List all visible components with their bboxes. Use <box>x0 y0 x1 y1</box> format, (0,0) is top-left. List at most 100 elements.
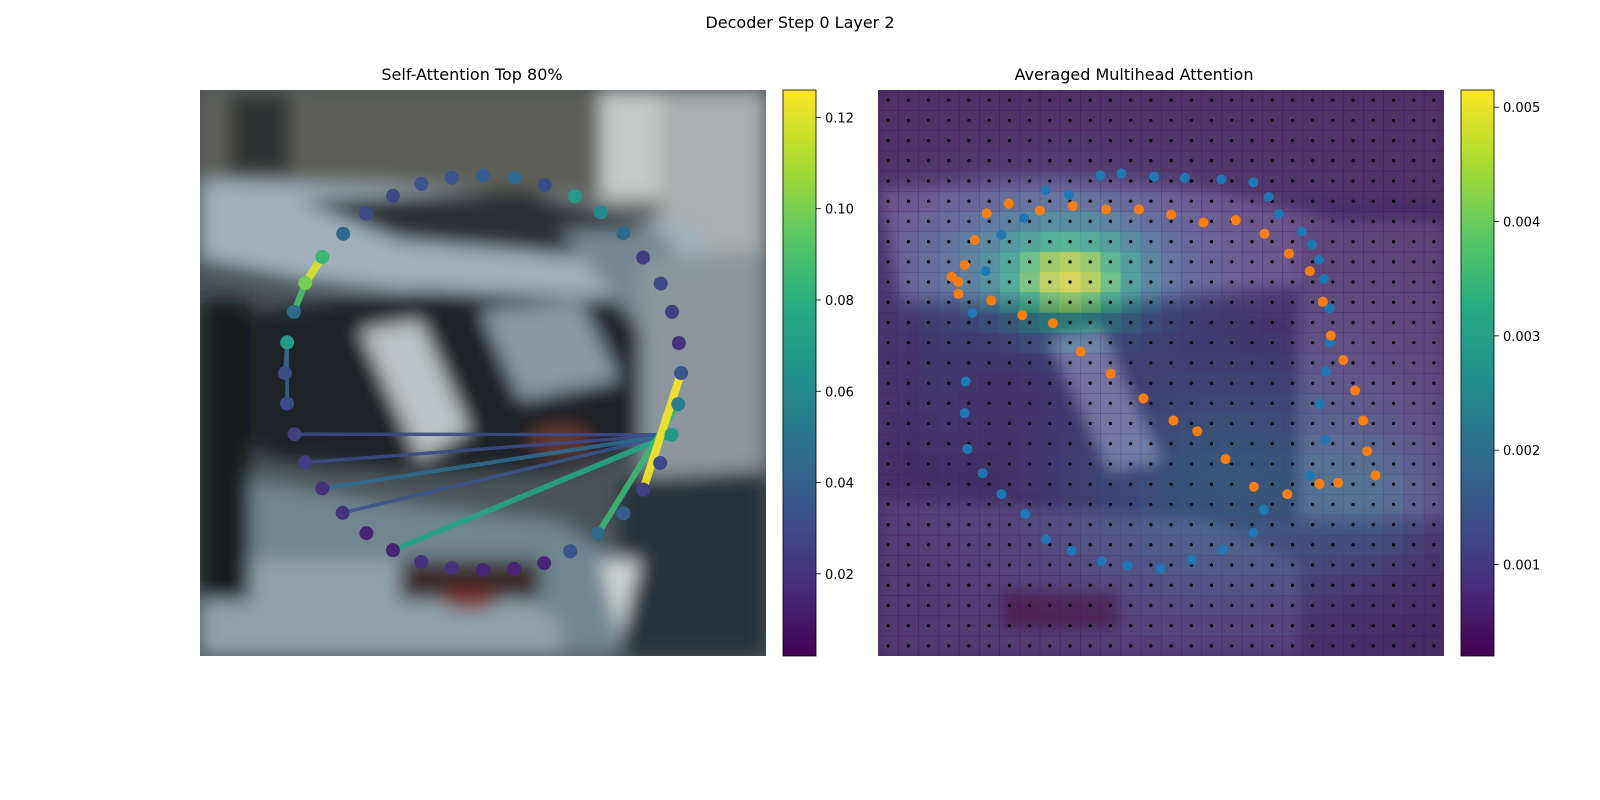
grid-dot <box>1250 138 1254 143</box>
grid-dot <box>926 280 931 284</box>
grid-dot <box>1290 482 1294 486</box>
grid-dot <box>1351 179 1355 183</box>
query-point-10 <box>674 366 689 380</box>
series-1-point-32 <box>1017 310 1028 321</box>
grid-dot <box>926 543 931 547</box>
grid-dot <box>926 260 931 264</box>
grid-dot <box>1270 320 1274 325</box>
grid-dot <box>1108 138 1113 143</box>
grid-dot <box>947 603 951 608</box>
grid-dot <box>1129 421 1133 426</box>
grid-dot <box>1412 138 1416 143</box>
grid-dot <box>1391 280 1396 284</box>
grid-dot <box>886 421 890 426</box>
grid-dot <box>1209 401 1214 405</box>
grid-dot <box>1331 401 1335 405</box>
grid-dot <box>947 361 951 365</box>
grid-dot <box>947 523 951 527</box>
grid-dot <box>1331 179 1335 183</box>
grid-dot <box>1432 523 1436 527</box>
grid-dot <box>1250 502 1254 506</box>
grid-dot <box>1048 624 1052 628</box>
grid-dot <box>1391 523 1396 527</box>
grid-dot <box>1209 644 1214 648</box>
grid-dot <box>1028 138 1032 143</box>
grid-dot <box>1230 523 1234 527</box>
grid-dot <box>1108 543 1113 547</box>
grid-dot <box>1391 138 1396 143</box>
grid-dot <box>1209 624 1214 628</box>
grid-dot <box>947 482 951 486</box>
grid-dot <box>1311 543 1315 547</box>
grid-dot <box>1290 361 1294 365</box>
grid-dot <box>926 199 931 203</box>
grid-dot <box>1432 502 1436 506</box>
grid-dot <box>1230 583 1234 587</box>
self-attention-points <box>277 168 689 577</box>
grid-dot <box>987 401 991 405</box>
grid-dot <box>1270 482 1274 486</box>
query-point-31 <box>280 335 295 350</box>
grid-dot <box>1412 644 1416 648</box>
panel-1-background-photo <box>200 90 766 656</box>
grid-dot <box>1331 260 1335 264</box>
series-1-point-26 <box>1192 426 1203 437</box>
grid-dot <box>886 442 890 446</box>
grid-dot <box>1048 583 1052 587</box>
grid-dot <box>1108 98 1113 102</box>
grid-dot <box>1412 199 1416 203</box>
grid-dot <box>1270 644 1274 648</box>
grid-dot <box>926 563 931 567</box>
figure-title: Decoder Step 0 Layer 2 <box>705 13 895 32</box>
grid-dot <box>1007 401 1011 405</box>
grid-dot <box>1088 199 1092 203</box>
grid-dot <box>1028 401 1032 405</box>
grid-dot <box>1007 482 1011 486</box>
grid-dot <box>1048 523 1052 527</box>
grid-dot <box>1270 401 1274 405</box>
panel-2-title: Averaged Multihead Attention <box>1014 65 1254 84</box>
grid-dot <box>1028 381 1032 385</box>
grid-dot <box>1412 442 1416 446</box>
grid-dot <box>1311 462 1315 466</box>
grid-dot <box>1351 219 1355 223</box>
grid-dot <box>906 300 910 304</box>
query-point-16 <box>590 526 605 541</box>
grid-dot <box>1311 482 1315 486</box>
grid-dot <box>987 341 991 345</box>
grid-dot <box>1028 98 1032 102</box>
grid-dot <box>1169 341 1173 345</box>
grid-dot <box>1230 199 1234 203</box>
grid-dot <box>1048 381 1052 385</box>
grid-dot <box>1048 543 1052 547</box>
grid-dot <box>987 240 991 244</box>
series-0-point-14 <box>1314 399 1325 410</box>
grid-dot <box>1311 502 1315 506</box>
grid-dot <box>967 98 971 102</box>
grid-dot <box>1250 381 1254 385</box>
grid-dot <box>926 442 931 446</box>
grid-dot <box>1391 98 1396 102</box>
series-1-point-29 <box>1105 368 1116 379</box>
grid-dot <box>1270 543 1274 547</box>
query-point-28 <box>287 427 302 442</box>
grid-dot <box>1149 118 1153 122</box>
grid-dot <box>1209 361 1214 365</box>
grid-dot <box>1209 482 1214 486</box>
grid-dot <box>1311 98 1315 102</box>
query-point-34 <box>315 249 330 264</box>
grid-dot <box>1189 523 1193 527</box>
grid-dot <box>1149 260 1153 264</box>
grid-dot <box>1230 300 1234 304</box>
series-1-point-21 <box>1333 477 1344 488</box>
grid-dot <box>1088 361 1092 365</box>
grid-dot <box>906 462 910 466</box>
colorbar-1-tick-label-2: 0.06 <box>825 385 854 400</box>
grid-dot <box>1028 523 1032 527</box>
grid-dot <box>1391 462 1396 466</box>
grid-dot <box>1311 361 1315 365</box>
grid-dot <box>886 280 890 284</box>
grid-dot <box>1250 341 1254 345</box>
grid-dot <box>1068 462 1072 466</box>
grid-dot <box>1290 118 1294 122</box>
